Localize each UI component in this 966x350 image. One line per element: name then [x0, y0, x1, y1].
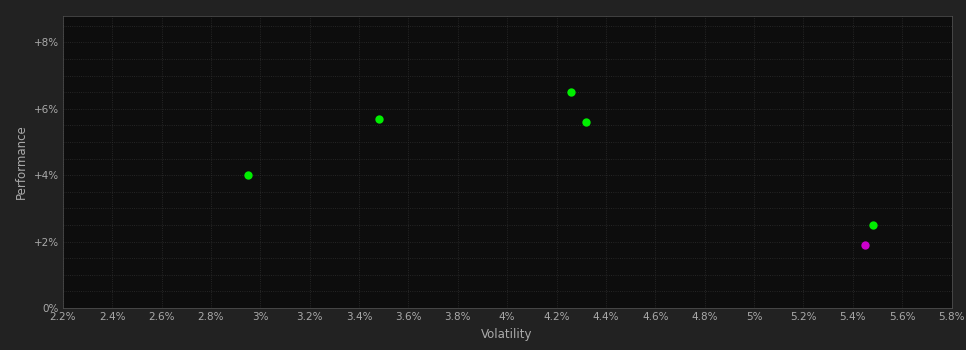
- Point: [241, 172, 256, 178]
- Point: [371, 116, 386, 121]
- Point: [563, 89, 579, 95]
- Y-axis label: Performance: Performance: [14, 125, 28, 199]
- Point: [858, 242, 873, 248]
- Point: [865, 222, 880, 228]
- Point: [579, 119, 594, 125]
- X-axis label: Volatility: Volatility: [481, 328, 533, 341]
